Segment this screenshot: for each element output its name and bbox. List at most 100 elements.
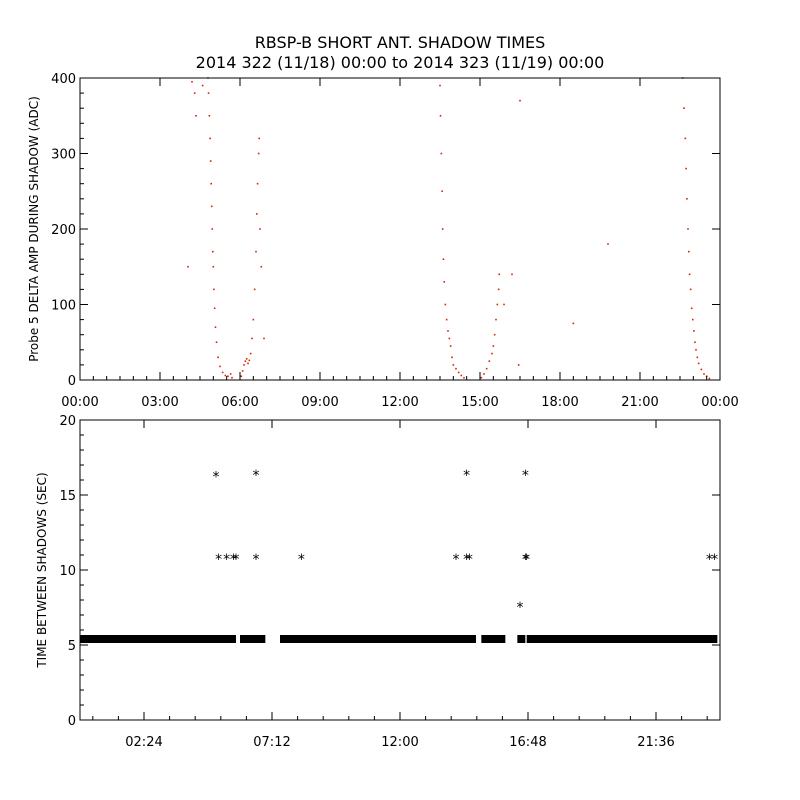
data-point bbox=[517, 364, 520, 366]
data-point bbox=[692, 318, 694, 321]
data-point bbox=[244, 360, 247, 362]
y-tick-label: 20 bbox=[59, 414, 76, 429]
data-point bbox=[240, 375, 243, 378]
data-point bbox=[455, 367, 457, 370]
data-point bbox=[452, 364, 455, 366]
data-point bbox=[607, 243, 609, 245]
y-tick-label: 400 bbox=[51, 72, 76, 87]
data-point bbox=[485, 367, 488, 370]
data-point bbox=[497, 288, 500, 291]
data-point bbox=[683, 107, 685, 109]
chart-title: RBSP-B SHORT ANT. SHADOW TIMES bbox=[255, 33, 546, 52]
data-point: * bbox=[463, 552, 470, 568]
data-point bbox=[687, 228, 689, 230]
data-point bbox=[498, 273, 500, 276]
x-tick-label: 12:00 bbox=[381, 395, 418, 410]
x-tick-label: 06:00 bbox=[221, 395, 258, 410]
data-point bbox=[210, 205, 213, 208]
data-point bbox=[187, 265, 189, 268]
data-point bbox=[492, 345, 495, 347]
top-panel-y-ticks: 0 100 200 300 400 bbox=[51, 72, 720, 389]
data-point bbox=[519, 99, 521, 102]
data-point bbox=[448, 337, 451, 340]
data-point bbox=[253, 288, 256, 291]
data-point bbox=[191, 80, 193, 83]
data-point bbox=[444, 303, 447, 306]
baseline-run bbox=[240, 635, 266, 643]
data-point bbox=[263, 337, 265, 340]
bottom-panel-marks: ** * **** * ******** ** bbox=[80, 468, 718, 643]
y-tick-label: 100 bbox=[51, 299, 76, 314]
data-point bbox=[249, 352, 252, 355]
x-tick-label: 09:00 bbox=[301, 395, 338, 410]
data-point bbox=[447, 330, 449, 332]
data-point bbox=[256, 182, 259, 185]
data-point bbox=[449, 345, 452, 347]
data-point bbox=[463, 376, 465, 379]
data-point bbox=[483, 373, 485, 375]
baseline-run bbox=[280, 635, 476, 643]
data-point bbox=[439, 84, 441, 87]
chart-subtitle: 2014 322 (11/18) 00:00 to 2014 323 (11/1… bbox=[196, 53, 605, 72]
data-point bbox=[503, 303, 505, 306]
baseline-run bbox=[80, 635, 236, 643]
data-point bbox=[689, 288, 692, 291]
data-point bbox=[255, 250, 257, 253]
data-point bbox=[219, 365, 221, 368]
data-point bbox=[572, 322, 575, 325]
data-point bbox=[696, 356, 699, 359]
y-tick-label: 10 bbox=[59, 564, 76, 579]
data-point bbox=[193, 92, 196, 94]
x-tick-label: 12:00 bbox=[381, 735, 418, 750]
data-point bbox=[258, 137, 260, 140]
data-point bbox=[257, 152, 260, 155]
data-point: * bbox=[253, 468, 260, 484]
data-point bbox=[215, 341, 218, 344]
data-point bbox=[460, 374, 463, 377]
x-tick-label: 15:00 bbox=[461, 395, 498, 410]
bottom-panel-y-axis-label: TIME BETWEEN SHADOWS (SEC) bbox=[35, 472, 49, 668]
top-panel-frame bbox=[79, 77, 721, 381]
data-point bbox=[441, 190, 443, 193]
data-point: * bbox=[213, 470, 220, 486]
data-point bbox=[451, 356, 453, 359]
data-point bbox=[688, 250, 690, 253]
data-point bbox=[685, 167, 687, 170]
data-point: * bbox=[223, 552, 230, 568]
data-point: * bbox=[463, 468, 470, 484]
data-point bbox=[229, 373, 232, 375]
y-tick-label: 0 bbox=[68, 374, 76, 389]
data-point bbox=[488, 360, 491, 362]
data-point bbox=[251, 337, 253, 340]
data-point bbox=[496, 303, 499, 306]
data-point bbox=[217, 356, 219, 359]
data-point: * bbox=[523, 552, 530, 568]
x-tick-label: 03:00 bbox=[141, 395, 178, 410]
data-point bbox=[214, 326, 217, 328]
data-point: * bbox=[215, 552, 222, 568]
data-point bbox=[243, 364, 245, 366]
x-tick-label: 16:48 bbox=[509, 735, 546, 750]
data-point: * bbox=[230, 552, 237, 568]
data-point bbox=[491, 352, 493, 355]
top-panel: 00:00 03:00 06:00 09:00 12:00 15:00 18:00 21:00… bbox=[27, 72, 739, 410]
data-point bbox=[703, 373, 705, 375]
x-tick-label: 00:00 bbox=[701, 395, 738, 410]
data-point bbox=[213, 307, 216, 310]
data-point bbox=[248, 359, 251, 362]
data-point bbox=[209, 160, 212, 162]
y-tick-label: 0 bbox=[68, 714, 76, 729]
data-point bbox=[511, 273, 513, 276]
data-point bbox=[209, 137, 211, 140]
data-point bbox=[688, 273, 691, 276]
top-panel-y-axis-label: Probe 5 DELTA AMP DURING SHADOW (ADC) bbox=[27, 96, 41, 362]
x-tick-label: 07:12 bbox=[253, 735, 290, 750]
data-point bbox=[686, 198, 688, 200]
data-point bbox=[247, 362, 249, 365]
x-tick-label: 18:00 bbox=[541, 395, 578, 410]
data-point bbox=[442, 258, 445, 260]
data-point: * bbox=[522, 468, 529, 484]
data-point: * bbox=[453, 552, 460, 568]
data-point bbox=[445, 318, 448, 321]
data-point bbox=[693, 330, 695, 332]
